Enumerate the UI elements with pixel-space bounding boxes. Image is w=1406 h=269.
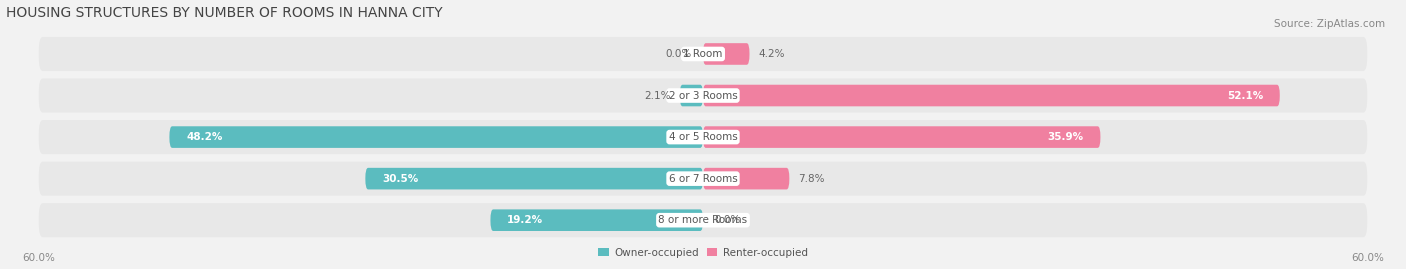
FancyBboxPatch shape	[39, 203, 1367, 237]
Text: 0.0%: 0.0%	[714, 215, 741, 225]
FancyBboxPatch shape	[366, 168, 703, 189]
Text: 19.2%: 19.2%	[508, 215, 543, 225]
Text: 2.1%: 2.1%	[644, 91, 671, 101]
Text: 48.2%: 48.2%	[186, 132, 222, 142]
FancyBboxPatch shape	[703, 168, 789, 189]
FancyBboxPatch shape	[169, 126, 703, 148]
Text: Source: ZipAtlas.com: Source: ZipAtlas.com	[1274, 19, 1385, 29]
Legend: Owner-occupied, Renter-occupied: Owner-occupied, Renter-occupied	[595, 244, 811, 262]
Text: 4 or 5 Rooms: 4 or 5 Rooms	[669, 132, 737, 142]
Text: 2 or 3 Rooms: 2 or 3 Rooms	[669, 91, 737, 101]
FancyBboxPatch shape	[703, 126, 1101, 148]
FancyBboxPatch shape	[39, 162, 1367, 196]
FancyBboxPatch shape	[39, 37, 1367, 71]
FancyBboxPatch shape	[703, 43, 749, 65]
FancyBboxPatch shape	[39, 79, 1367, 112]
Text: 4.2%: 4.2%	[758, 49, 785, 59]
FancyBboxPatch shape	[39, 120, 1367, 154]
Text: 6 or 7 Rooms: 6 or 7 Rooms	[669, 174, 737, 184]
FancyBboxPatch shape	[703, 85, 1279, 106]
Text: 7.8%: 7.8%	[799, 174, 825, 184]
Text: 35.9%: 35.9%	[1047, 132, 1084, 142]
Text: 30.5%: 30.5%	[382, 174, 418, 184]
Text: 52.1%: 52.1%	[1227, 91, 1263, 101]
Text: 1 Room: 1 Room	[683, 49, 723, 59]
Text: HOUSING STRUCTURES BY NUMBER OF ROOMS IN HANNA CITY: HOUSING STRUCTURES BY NUMBER OF ROOMS IN…	[6, 6, 441, 20]
FancyBboxPatch shape	[491, 209, 703, 231]
FancyBboxPatch shape	[679, 85, 703, 106]
Text: 0.0%: 0.0%	[665, 49, 692, 59]
Text: 8 or more Rooms: 8 or more Rooms	[658, 215, 748, 225]
